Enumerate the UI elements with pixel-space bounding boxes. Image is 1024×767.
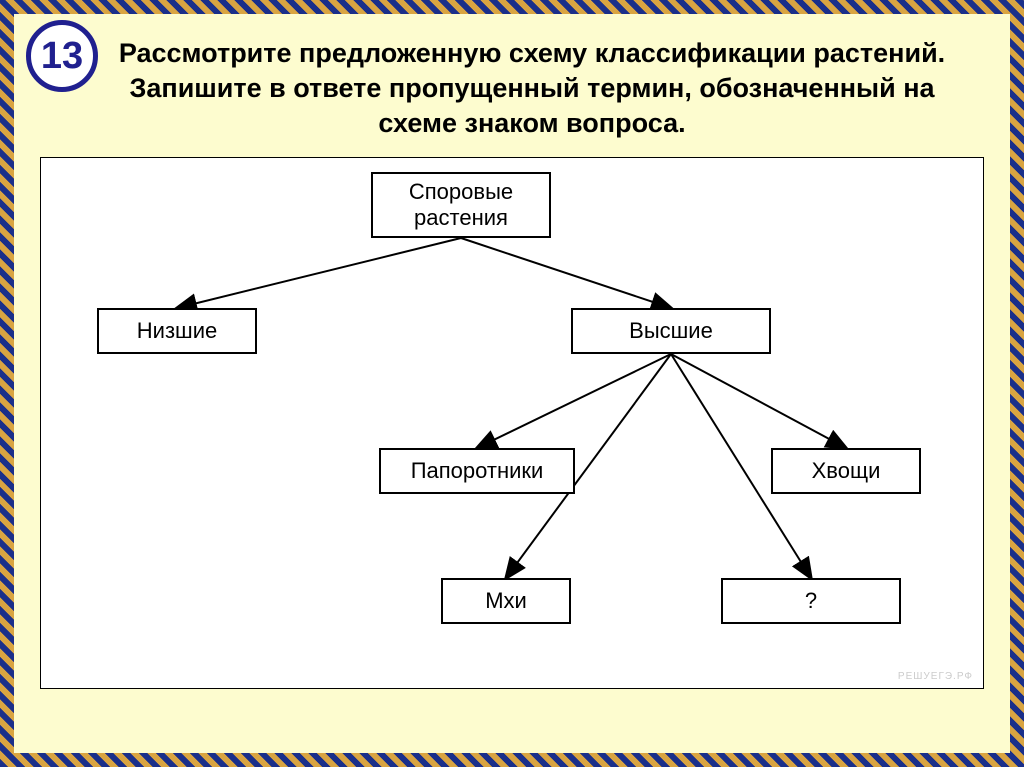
edge-root-high <box>461 238 671 308</box>
classification-diagram: Споровые растения Низшие Высшие Папоротники… <box>40 157 984 689</box>
diagram-node-fern: Папоротники <box>379 448 575 494</box>
diagram-node-root: Споровые растения <box>371 172 551 238</box>
edge-root-low <box>177 238 461 308</box>
content-panel: 13 Рассмотрите предложенную схему класси… <box>14 14 1010 753</box>
question-title: Рассмотрите предложенную схему классифик… <box>14 14 1010 157</box>
patterned-frame: 13 Рассмотрите предложенную схему класси… <box>0 0 1024 767</box>
diagram-node-low: Низшие <box>97 308 257 354</box>
watermark-text: РЕШУЕГЭ.РФ <box>898 671 973 682</box>
question-number-badge: 13 <box>26 20 98 92</box>
diagram-node-quest: ? <box>721 578 901 624</box>
diagram-node-moss: Мхи <box>441 578 571 624</box>
question-number: 13 <box>41 35 83 78</box>
diagram-node-high: Высшие <box>571 308 771 354</box>
diagram-node-horse: Хвощи <box>771 448 921 494</box>
edge-high-horse <box>671 354 846 448</box>
edge-high-fern <box>477 354 671 448</box>
